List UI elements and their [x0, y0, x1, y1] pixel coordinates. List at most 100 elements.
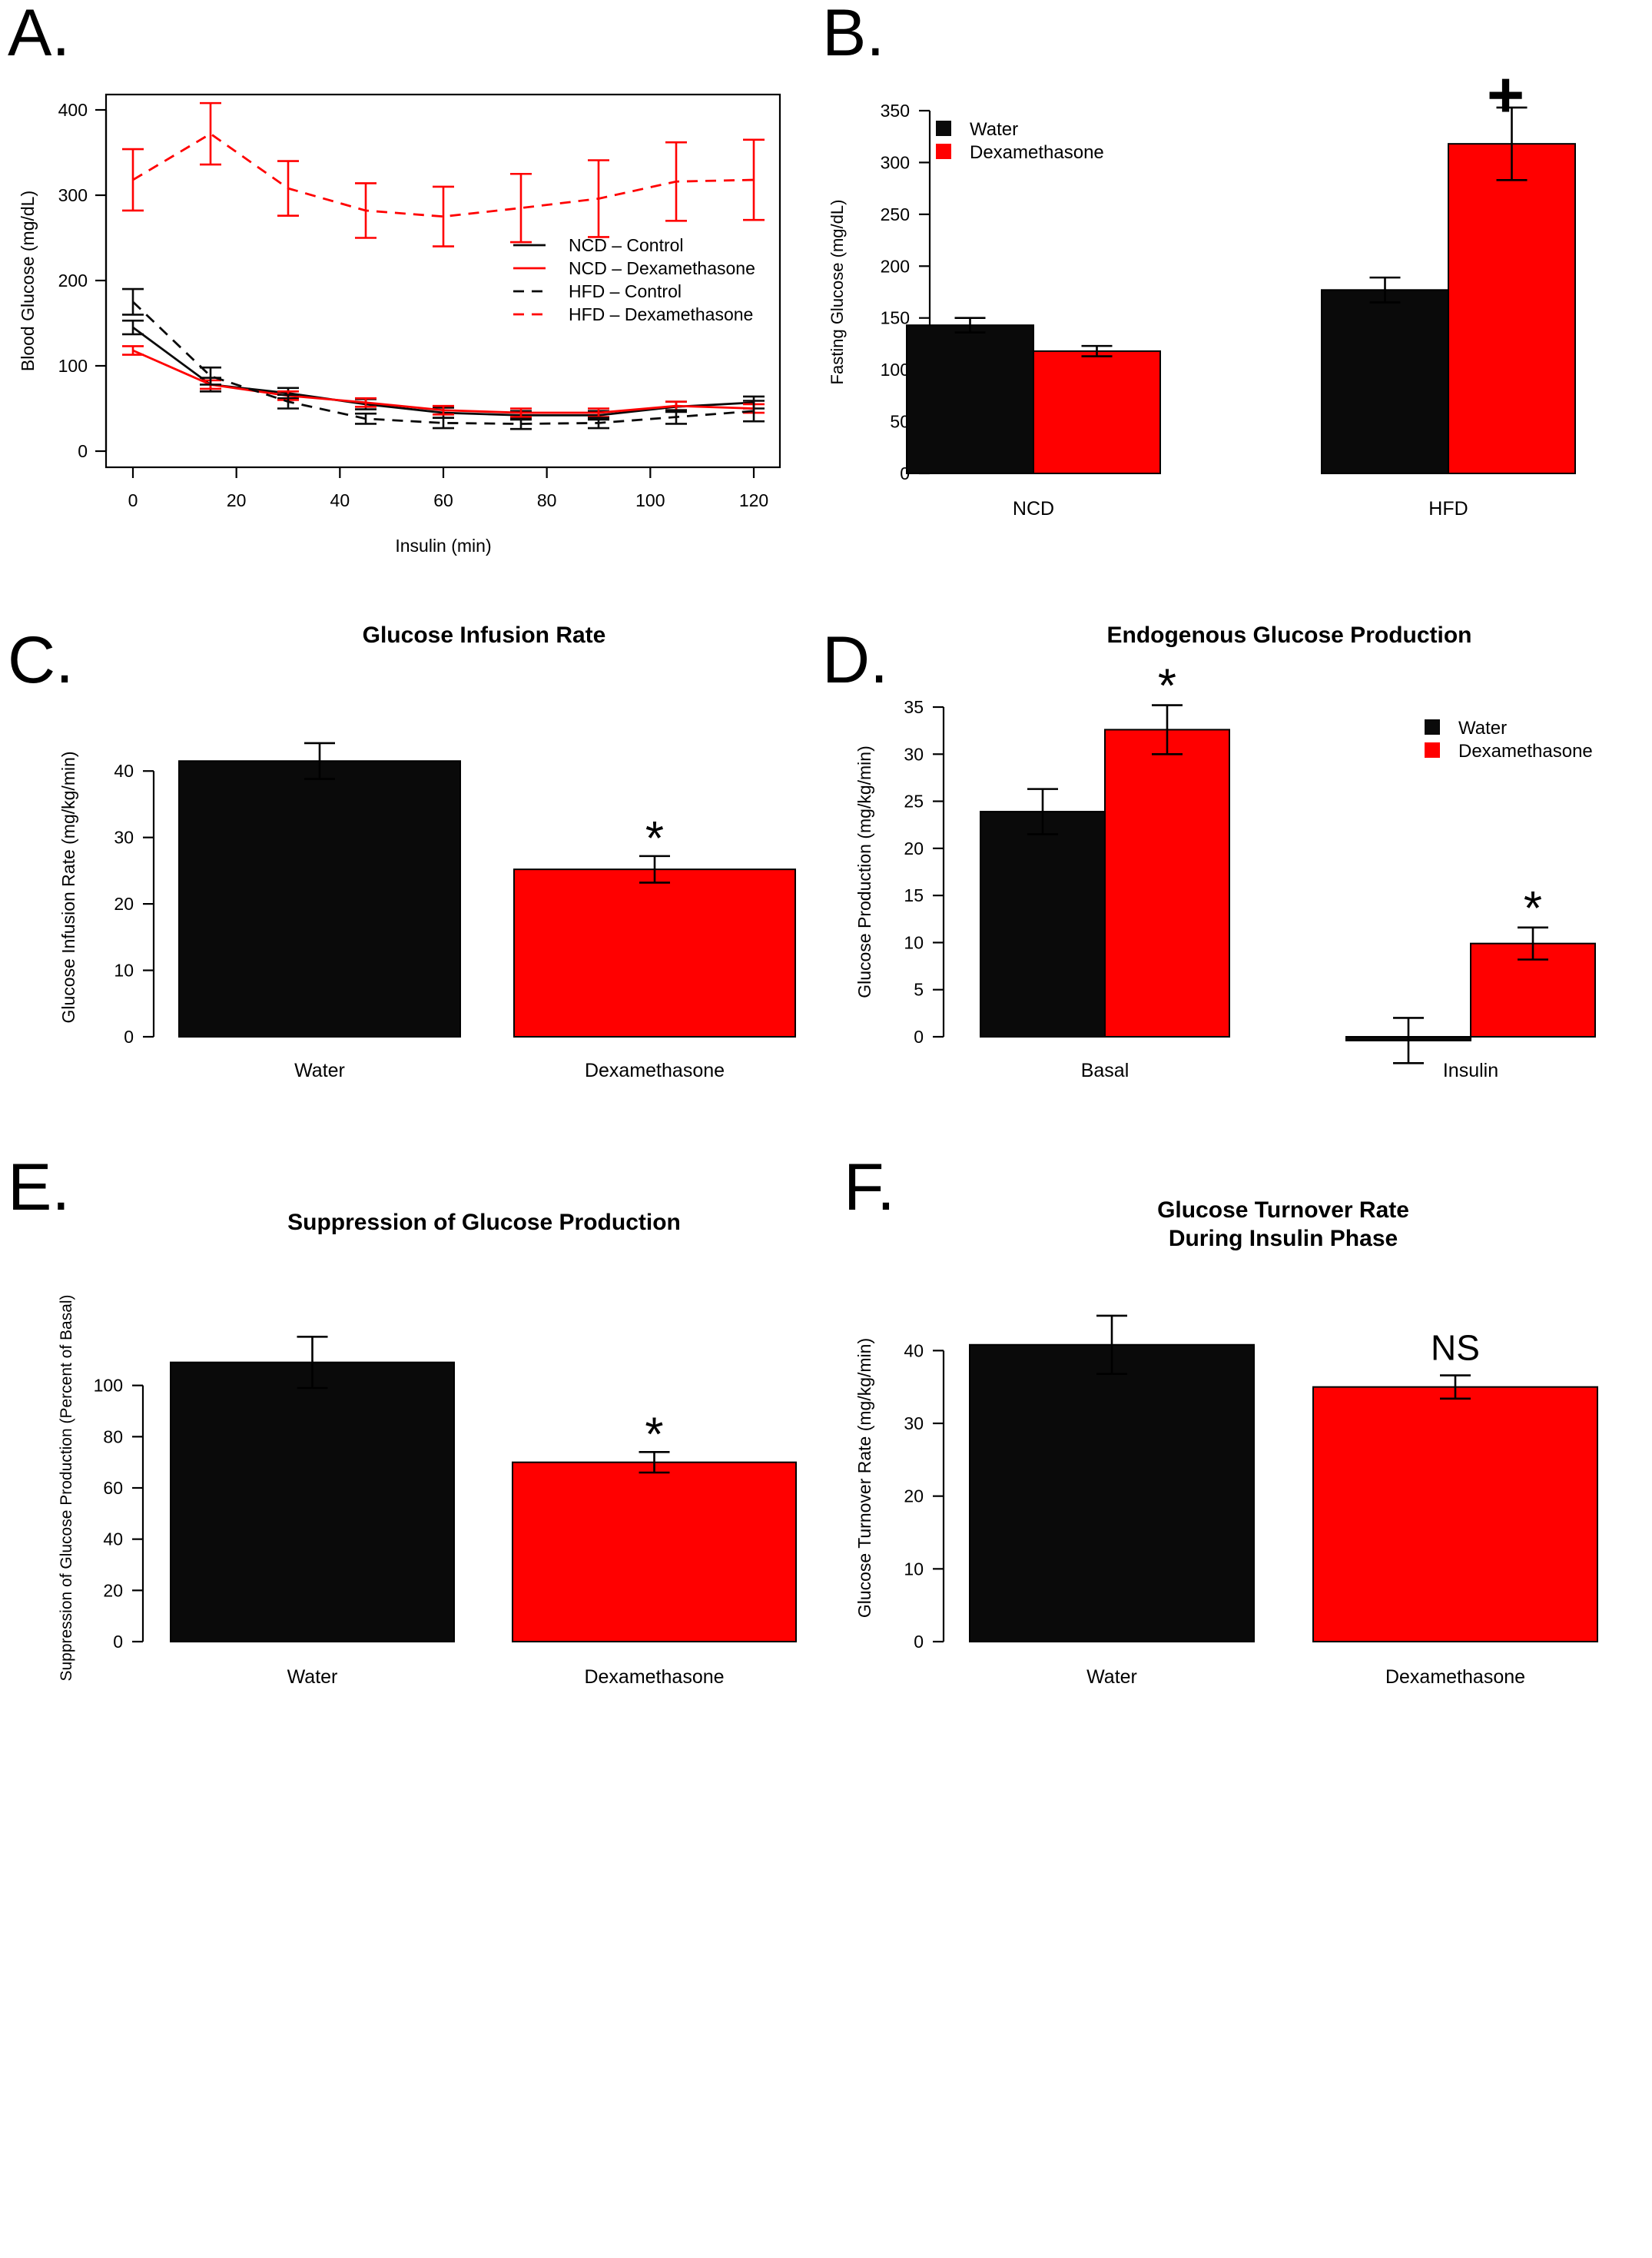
- x-tick-label: 100: [635, 490, 665, 510]
- y-tick-label: 20: [904, 1486, 924, 1506]
- y-tick-label: 5: [914, 980, 924, 1000]
- bar: [178, 760, 461, 1038]
- bar: [1448, 143, 1576, 474]
- error-bar: [433, 185, 454, 247]
- x-category-label: Dexamethasone: [585, 1060, 725, 1081]
- error-bar: [277, 393, 299, 410]
- legend-swatch: [936, 121, 951, 136]
- panel-d: D. Endogenous Glucose Production 0 5 10 15 20 2…: [822, 623, 1596, 1081]
- panel-a: A. 0 100 200 300 400 0 20 40 60 80 100 120 Insulin (m…: [8, 0, 781, 556]
- bar: [1312, 1386, 1598, 1642]
- significance-marker: NS: [1431, 1328, 1480, 1368]
- error-bar: [639, 855, 670, 884]
- series-line: [132, 301, 755, 425]
- panel-e: E. Suppression of Glucose Production 0 20 40…: [8, 1151, 797, 1688]
- error-bar: [1152, 704, 1183, 755]
- error-bar: [433, 404, 454, 416]
- x-category-label: Water: [1086, 1666, 1137, 1688]
- legend-swatch: [1425, 742, 1440, 758]
- y-tick-label: 35: [904, 697, 924, 717]
- error-bar: [665, 141, 687, 222]
- y-tick-label: 40: [114, 761, 134, 781]
- y-tick-label: 150: [881, 308, 910, 328]
- y-axis-label: Glucose Infusion Rate (mg/kg/min): [58, 751, 78, 1023]
- error-bar: [122, 287, 144, 316]
- x-category-label: Insulin: [1443, 1060, 1498, 1081]
- error-bar: [1027, 788, 1058, 835]
- series-line: [132, 349, 755, 414]
- panel-letter: E.: [8, 1151, 70, 1224]
- x-tick-label: 60: [433, 490, 453, 510]
- series-1: [122, 345, 765, 418]
- significance-marker: *: [645, 812, 664, 865]
- x-tick-label: 40: [330, 490, 350, 510]
- significance-marker: *: [645, 1408, 663, 1461]
- error-bar: [277, 160, 299, 217]
- panel-letter: A.: [8, 0, 70, 70]
- y-tick-label: 300: [881, 152, 910, 172]
- y-tick-label: 10: [904, 932, 924, 952]
- error-bar: [954, 317, 986, 334]
- y-tick-label: 350: [881, 101, 910, 121]
- y-tick-label: 0: [914, 1632, 924, 1652]
- y-tick-label: 200: [58, 271, 88, 291]
- error-bar: [743, 400, 765, 423]
- y-tick-label: 20: [904, 838, 924, 858]
- y-tick-label: 300: [58, 185, 88, 205]
- panel-f: F. Glucose Turnover Rate During Insulin Ph…: [844, 1151, 1598, 1688]
- x-category-label: Basal: [1081, 1060, 1130, 1081]
- y-axis-label: Suppression of Glucose Production (Perce…: [58, 1294, 75, 1681]
- chart-title-line: Suppression of Glucose Production: [287, 1210, 681, 1235]
- y-tick-label: 0: [78, 441, 88, 461]
- error-bar: [1496, 106, 1528, 181]
- bar: [980, 811, 1106, 1038]
- y-tick-label: 400: [58, 100, 88, 120]
- error-bar: [304, 742, 335, 780]
- panel-letter: F.: [844, 1151, 895, 1224]
- y-tick-label: 60: [103, 1478, 123, 1498]
- legend-label: Water: [1458, 718, 1507, 739]
- error-bar: [433, 417, 454, 430]
- error-bar: [588, 159, 609, 238]
- significance-marker: *: [1158, 660, 1176, 713]
- y-tick-label: 20: [114, 894, 134, 914]
- series-3: [122, 101, 765, 247]
- bar: [969, 1343, 1255, 1642]
- error-bar: [665, 409, 687, 425]
- bar: [906, 324, 1034, 475]
- y-tick-label: 15: [904, 885, 924, 905]
- x-axis-label: Insulin (min): [395, 536, 491, 556]
- error-bar: [355, 182, 377, 239]
- y-tick-label: 40: [904, 1340, 924, 1360]
- x-category-label: Dexamethasone: [1385, 1666, 1525, 1688]
- y-axis-label: Glucose Production (mg/kg/min): [854, 745, 874, 998]
- legend-label: Dexamethasone: [1458, 741, 1593, 762]
- legend-label: Water: [970, 119, 1018, 140]
- error-bar: [1096, 1314, 1127, 1375]
- bar: [513, 868, 796, 1038]
- significance-marker: +: [1487, 58, 1524, 131]
- error-bar: [1393, 1017, 1424, 1064]
- error-bar: [510, 407, 532, 418]
- panel-letter: B.: [822, 0, 884, 70]
- series-line: [132, 326, 755, 417]
- y-tick-label: 0: [914, 1027, 924, 1047]
- legend-label: NCD – Dexamethasone: [569, 258, 755, 278]
- bar: [1104, 729, 1230, 1038]
- bar: [1033, 350, 1161, 474]
- error-bar: [743, 138, 765, 221]
- panel-c: C. Glucose Infusion Rate 0 10 20 30 40 Glucose …: [8, 623, 796, 1081]
- y-tick-label: 10: [904, 1559, 924, 1579]
- error-bar: [200, 366, 221, 386]
- legend-label: NCD – Control: [569, 235, 684, 255]
- x-category-label: HFD: [1428, 498, 1468, 520]
- y-tick-label: 0: [124, 1027, 134, 1047]
- error-bar: [510, 172, 532, 244]
- x-tick-label: 120: [739, 490, 768, 510]
- panel-letter: D.: [822, 623, 888, 697]
- significance-marker: *: [1524, 882, 1542, 935]
- legend-label: Dexamethasone: [970, 142, 1104, 163]
- x-category-label: Water: [287, 1666, 338, 1688]
- error-bar: [355, 397, 377, 408]
